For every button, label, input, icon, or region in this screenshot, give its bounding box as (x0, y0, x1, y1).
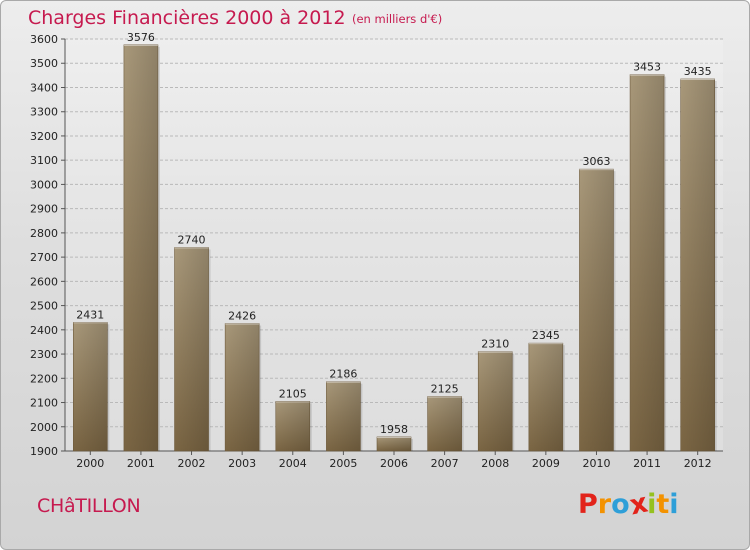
bar-shade (123, 44, 158, 452)
value-label-2012: 3435 (684, 65, 712, 78)
y-tick-label: 3000 (30, 178, 58, 191)
logo-letter: r (597, 489, 612, 520)
y-tick-label: 2300 (30, 348, 58, 361)
y-tick-label: 3500 (30, 57, 58, 70)
x-tick-label-2002: 2002 (178, 457, 206, 470)
value-label-2010: 3063 (582, 155, 610, 168)
bar-shade (225, 323, 260, 451)
value-label-2004: 2105 (279, 387, 307, 400)
value-label-2001: 3576 (127, 31, 155, 44)
chart-title: Charges Financières 2000 à 2012 (28, 7, 346, 29)
y-tick-label: 2500 (30, 300, 58, 313)
y-tick-label: 2200 (30, 372, 58, 385)
value-label-2007: 2125 (431, 382, 459, 395)
logo-letter: i (669, 489, 679, 520)
y-tick-label: 2800 (30, 227, 58, 240)
bar-shade (73, 322, 108, 451)
bar-shade (478, 351, 513, 451)
x-tick-label-2001: 2001 (127, 457, 155, 470)
logo-letter: t (656, 489, 670, 520)
bar-shade (528, 343, 563, 451)
x-tick-label-2007: 2007 (431, 457, 459, 470)
x-tick-label-2003: 2003 (228, 457, 256, 470)
value-label-2005: 2186 (329, 368, 357, 381)
y-tick-label: 3600 (30, 33, 58, 46)
x-tick-label-2005: 2005 (329, 457, 357, 470)
bar-shade (174, 247, 209, 451)
y-tick-label: 2900 (30, 203, 58, 216)
y-tick-label: 3400 (30, 81, 58, 94)
x-tick-label-2004: 2004 (279, 457, 307, 470)
logo-letter: o (611, 489, 630, 520)
chart-subtitle: (en milliers d'€) (352, 12, 443, 26)
bar-shade (630, 74, 665, 451)
value-label-2003: 2426 (228, 310, 256, 323)
bar-shade (377, 436, 411, 451)
bars (73, 44, 717, 452)
value-label-2002: 2740 (178, 233, 206, 246)
proxiti-logo: Proxiti (578, 488, 679, 522)
bar-shade (680, 78, 715, 452)
x-tick-label-2006: 2006 (380, 457, 408, 470)
logo-letter: P (578, 489, 598, 520)
y-tick-label: 2600 (30, 275, 58, 288)
axes: 1900 2000 2100 2200 2300 2400 2500 2600 2700 2800… (30, 33, 723, 458)
y-tick-label: 2400 (30, 324, 58, 337)
x-tick-label-2008: 2008 (481, 457, 509, 470)
bar-shade (427, 396, 462, 451)
grid-lines (65, 38, 723, 452)
value-label-2008: 2310 (481, 338, 509, 351)
x-tick-label-2012: 2012 (684, 457, 712, 470)
x-tick-label-2000: 2000 (76, 457, 104, 470)
y-tick-label: 3300 (30, 106, 58, 119)
x-tick-label-2010: 2010 (582, 457, 610, 470)
bar-shade (579, 169, 614, 451)
value-label-2006: 1958 (380, 423, 408, 436)
plot-area (65, 39, 723, 451)
bar-shade (326, 381, 361, 451)
labels: 2431 2000 3576 2001 2740 2002 2426 2003 2105 2004… (76, 31, 711, 470)
value-label-2009: 2345 (532, 329, 560, 342)
y-tick-label: 3200 (30, 130, 58, 143)
y-tick-label: 2000 (30, 421, 58, 434)
logo-letter: i (647, 489, 657, 520)
x-tick-label-2011: 2011 (633, 457, 661, 470)
y-tick-label: 2700 (30, 251, 58, 264)
bar-shade (275, 401, 310, 451)
x-tick-label-2009: 2009 (532, 457, 560, 470)
y-tick-label: 3100 (30, 154, 58, 167)
value-label-2000: 2431 (76, 308, 104, 321)
y-tick-label: 1900 (30, 445, 58, 458)
city-name: CHâTILLON (37, 495, 141, 517)
value-label-2011: 3453 (633, 61, 661, 74)
y-tick-label: 2100 (30, 397, 58, 410)
